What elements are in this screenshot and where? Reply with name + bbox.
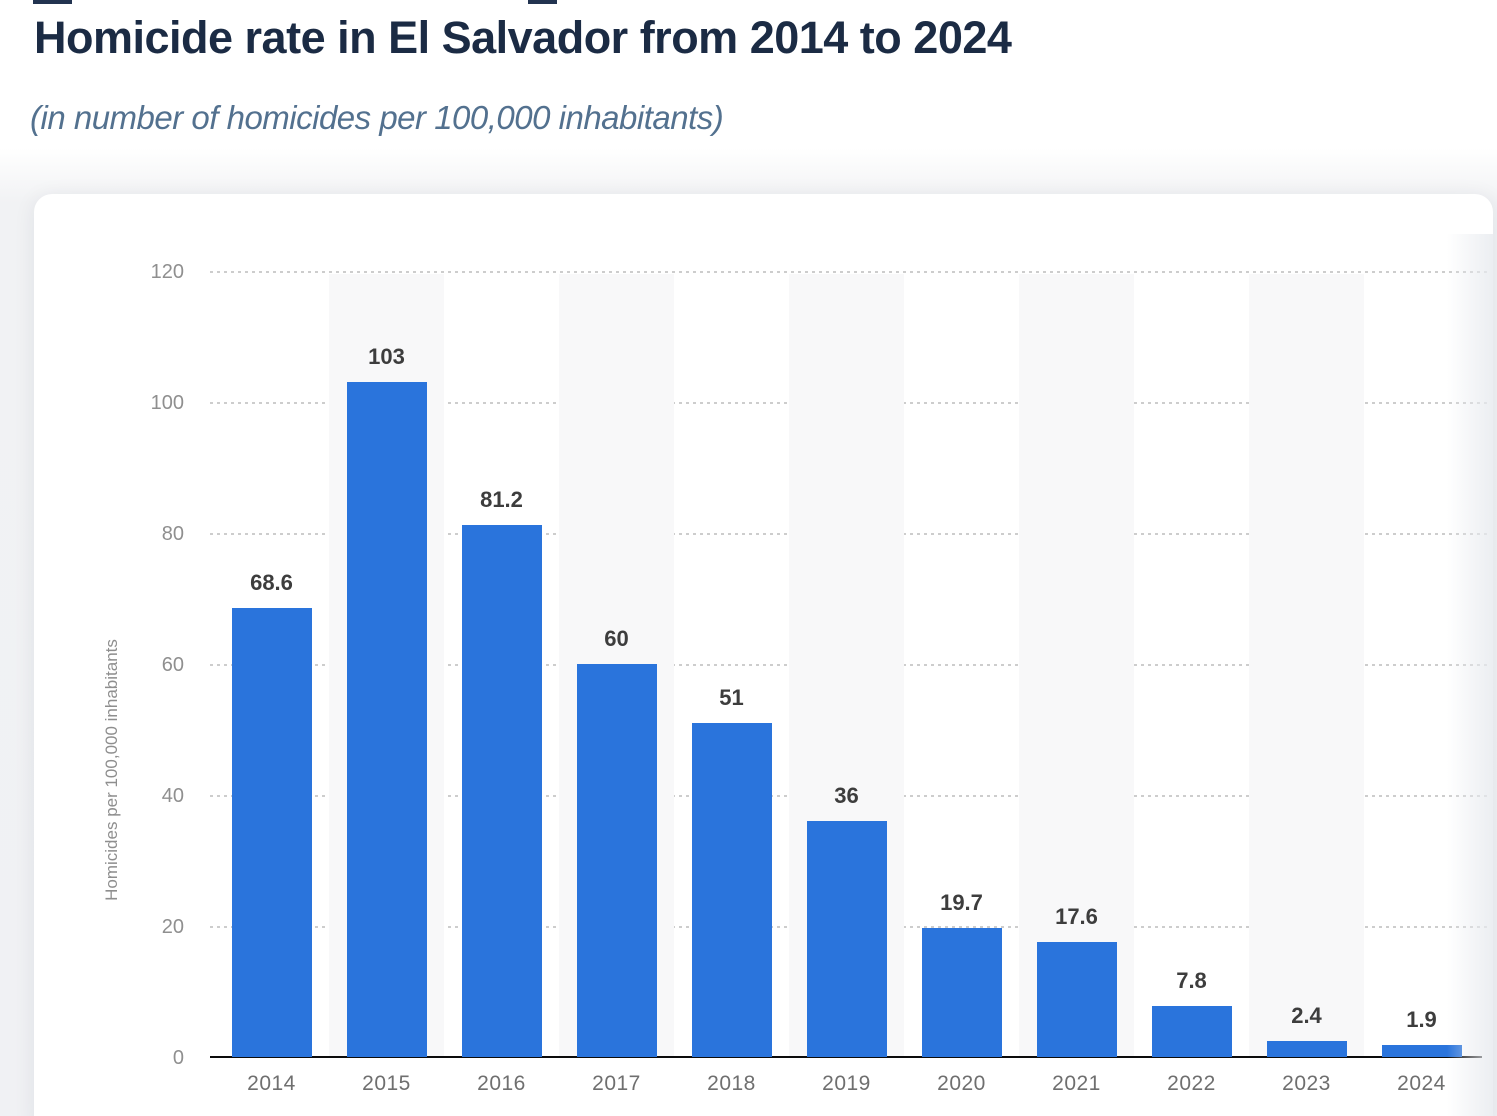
bar-value-label: 68.6 [250, 570, 293, 595]
bar-value-label: 60 [604, 626, 629, 651]
chart-title: Homicide rate in El Salvador from 2014 t… [34, 12, 1012, 63]
bar-value-label: 51 [719, 685, 744, 710]
column-stripe [1019, 274, 1134, 1056]
bar-2018[interactable] [691, 723, 772, 1057]
x-tick-label: 2021 [1052, 1072, 1101, 1095]
bar-value-label: 19.7 [940, 890, 983, 915]
bar-2019[interactable] [806, 821, 887, 1057]
gridline [210, 271, 1489, 273]
chart-card: Homicides per 100,000 inhabitants 0 20 40 6… [34, 194, 1493, 1116]
y-tick-label: 80 [161, 523, 184, 545]
y-tick-label: 40 [161, 785, 184, 807]
bar-value-label: 1.9 [1406, 1007, 1437, 1032]
y-tick-label: 20 [161, 916, 184, 938]
x-tick-label: 2023 [1282, 1072, 1331, 1095]
x-tick-label: 2024 [1397, 1072, 1446, 1095]
bar-2020[interactable] [921, 928, 1002, 1057]
bar-value-label: 7.8 [1176, 968, 1207, 993]
x-tick-label: 2022 [1167, 1072, 1216, 1095]
cutoff-element-remnant [33, 0, 72, 4]
x-tick-label: 2020 [937, 1072, 986, 1095]
x-axis-line [210, 1056, 1482, 1058]
bar-value-label: 81.2 [480, 487, 523, 512]
y-tick-label: 0 [172, 1047, 184, 1069]
bar-2015[interactable] [346, 382, 427, 1057]
cutoff-element-remnant [528, 0, 557, 4]
bar-2022[interactable] [1151, 1006, 1232, 1057]
x-tick-label: 2015 [362, 1072, 411, 1095]
bar-value-label: 103 [368, 344, 405, 369]
x-tick-label: 2018 [707, 1072, 756, 1095]
bar-2023[interactable] [1266, 1041, 1347, 1057]
bar-2016[interactable] [461, 525, 542, 1057]
bar-value-label: 36 [834, 783, 859, 808]
column-stripe [1249, 274, 1364, 1056]
bar-2021[interactable] [1036, 942, 1117, 1057]
x-tick-label: 2017 [592, 1072, 641, 1095]
x-tick-label: 2014 [247, 1072, 296, 1095]
y-tick-label: 60 [161, 654, 184, 676]
y-axis-title: Homicides per 100,000 inhabitants [102, 639, 121, 901]
chart-subtitle: (in number of homicides per 100,000 inha… [30, 99, 724, 136]
bar-value-label: 2.4 [1291, 1003, 1322, 1028]
bar-2014[interactable] [231, 608, 312, 1057]
x-tick-label: 2019 [822, 1072, 871, 1095]
x-tick-label: 2016 [477, 1072, 526, 1095]
bar-2017[interactable] [576, 664, 657, 1057]
y-tick-label: 120 [150, 261, 184, 283]
right-edge-fade [1447, 234, 1493, 1116]
bar-value-label: 17.6 [1055, 904, 1098, 929]
y-tick-label: 100 [150, 392, 184, 414]
bar-2024[interactable] [1381, 1045, 1462, 1057]
